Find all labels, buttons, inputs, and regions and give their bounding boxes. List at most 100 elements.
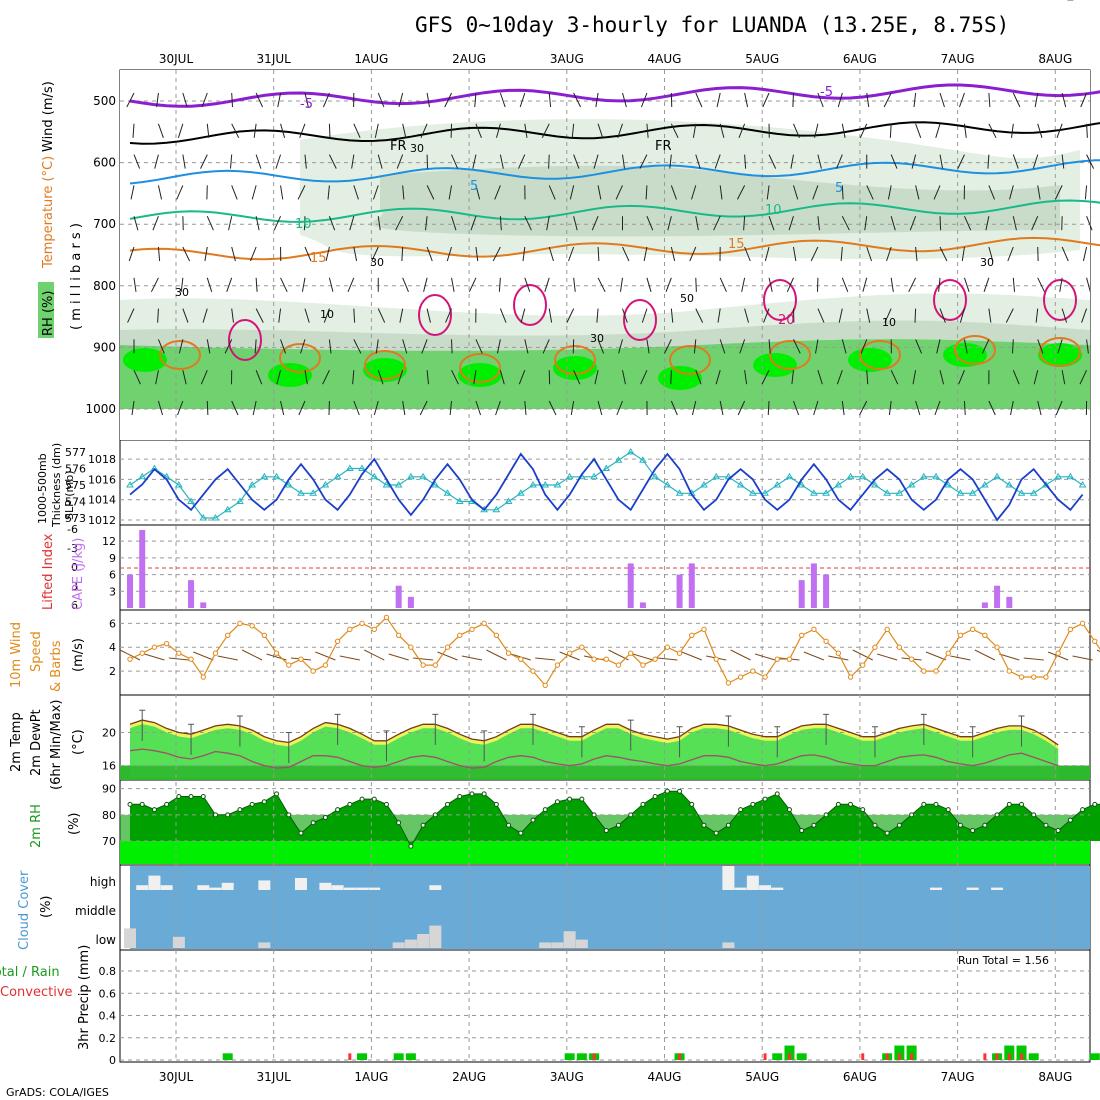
wind-barb [548,185,556,200]
wind-barb [1079,369,1088,385]
precip-tick-label: 0 [109,1054,116,1067]
wind-barb [253,123,257,138]
thickness-marker [712,472,721,480]
wind-barb [327,185,330,200]
wind-barb [273,215,282,231]
thickness-marker [174,481,183,488]
wind-barb [766,185,770,200]
wind-barb [304,154,307,169]
wind-speed-marker [640,662,646,668]
wind-speed-marker [188,656,194,662]
temp-tick-label: 16 [102,760,116,773]
precip-total-bar [906,1045,917,1060]
date-label-bottom: 3AUG [550,1070,584,1084]
pressure-tick-label: 900 [93,340,116,354]
wind-barb [768,277,773,292]
rh2m-base-fill [120,841,1090,864]
chart-title: GFS 0~10day 3-hourly for LUANDA (13.25E,… [415,13,1009,37]
thickness-marker [1005,481,1014,488]
wind-barb [402,400,406,416]
wind-barb [548,154,550,169]
wind-speed-marker [835,650,842,656]
wind-speed-marker [1018,674,1025,680]
panel-precip-frame [119,949,1091,1063]
wind-speed-marker [969,626,976,633]
thickness-marker [345,464,354,471]
thickness-marker [272,472,281,480]
surface-wind-barb [852,649,873,661]
wind-speed-marker [615,662,622,668]
temperature-low-band [120,765,1090,780]
wind-barb [985,216,990,231]
wind-barb [372,185,379,200]
wind-barb [569,185,575,200]
contour-label: 15 [728,237,745,252]
thickness-marker [248,481,257,488]
thickness-marker [431,481,440,488]
wind-barb [620,277,623,292]
wind-barb [764,246,770,262]
wind-labels: 10m Wind Speed & Barbs (m/s) [9,622,86,692]
high-cloud-bar [771,887,784,890]
wind-speed-marker [310,668,316,674]
precip-label-3: 3hr Precip (mm) [77,945,92,1050]
wind-barb [792,92,794,108]
thickness-marker [565,472,574,480]
wind-barb [793,339,801,354]
rh2m-marker [786,807,792,813]
wind-barb [762,92,770,108]
date-label-top: 3AUG [550,52,584,66]
wind-barb [280,277,288,293]
wind-barb [353,308,356,323]
wind-barb [887,185,892,200]
surface-wind-barb [974,649,996,661]
wind-barb [573,216,578,231]
wind-barb [866,370,869,385]
wind-barb [206,215,214,231]
wind-barb [1012,154,1019,169]
wind-barb [280,339,286,354]
thickness-marker [602,464,611,471]
rh2m-marker [481,791,487,797]
wind-barb [670,185,677,200]
temperature-axis-label: Temperature (°C) [41,156,56,269]
wind-barb [150,277,159,293]
wind-barb [915,185,920,200]
surface-wind-barb [803,651,825,661]
wind-barb [695,370,702,385]
dewpoint-line [129,748,1059,769]
high-cloud-bar [759,885,772,890]
wind-barb [640,369,648,385]
rh2m-marker [872,822,878,828]
thickness-marker [284,481,293,488]
cloud-labels: Cloud Cover (%) [17,870,54,950]
wind-barb [495,123,501,138]
wind-speed-marker [212,650,219,656]
high-cloud-bar [930,887,943,890]
date-label-top: 7AUG [941,52,975,66]
wind-barb [988,246,994,262]
wind-barb [890,154,898,169]
rh2m-marker [518,830,524,836]
precip-tick-label: 0.2 [99,1032,117,1045]
temperature-magenta-contour [933,279,967,321]
wind-barb [1086,277,1091,292]
wind-barb [304,308,310,323]
wind-barb [1057,339,1063,354]
wind-barb [398,92,404,108]
rh2m-marker [579,796,585,802]
wind-speed-marker [554,662,561,668]
cape-label: CAPE (J/kg) [71,538,86,610]
wind-label-1: 10m Wind [9,622,24,688]
wind-barb [737,185,746,200]
contour-label: 15 [310,251,327,266]
wind-barb [645,185,648,200]
wind-speed-marker [762,674,768,680]
wind-barb [395,215,404,231]
wind-tick-label: 6 [109,617,116,630]
wind-barb [347,277,355,292]
thickness-marker [834,481,843,488]
surface-wind-barb [535,657,556,661]
wind-barb [841,185,844,200]
